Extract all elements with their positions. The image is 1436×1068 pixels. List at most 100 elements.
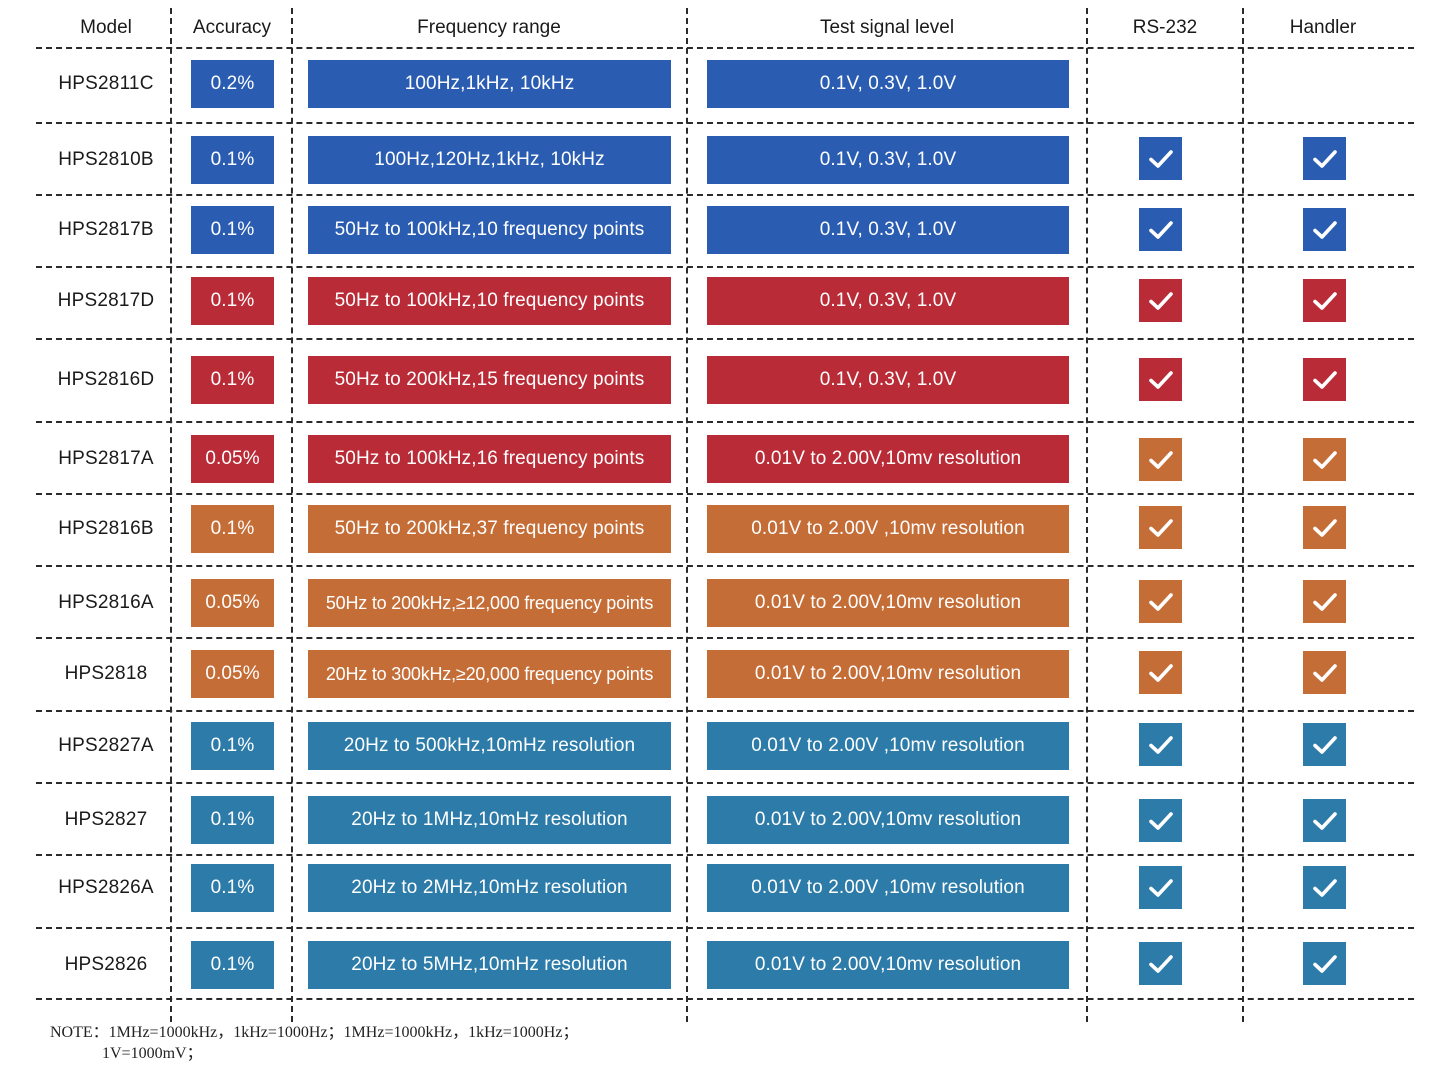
signal-level-cell: 0.01V to 2.00V,10mv resolution	[707, 941, 1069, 989]
accuracy-cell: 0.05%	[191, 435, 274, 483]
model-name: HPS2827	[64, 809, 148, 830]
handler-check-icon	[1303, 438, 1346, 481]
model-name: HPS2810B	[58, 149, 154, 170]
frequency-range-cell: 50Hz to 100kHz,10 frequency points	[308, 277, 671, 325]
frequency-range-cell: 100Hz,120Hz,1kHz, 10kHz	[308, 136, 671, 184]
rs232-check-icon	[1139, 723, 1182, 766]
column-divider	[291, 8, 293, 1022]
rs232-check-icon	[1139, 799, 1182, 842]
handler-check-icon	[1303, 506, 1346, 549]
handler-check-icon	[1303, 208, 1346, 251]
rs232-check-icon	[1139, 358, 1182, 401]
accuracy-cell: 0.1%	[191, 356, 274, 404]
header-frequency-range: Frequency range	[417, 17, 561, 38]
rs232-check-icon	[1139, 580, 1182, 623]
signal-level-cell: 0.01V to 2.00V,10mv resolution	[707, 579, 1069, 627]
model-name: HPS2816D	[57, 369, 155, 390]
model-name: HPS2816B	[58, 518, 154, 539]
accuracy-cell: 0.05%	[191, 579, 274, 627]
model-name: HPS2827A	[58, 735, 154, 756]
handler-check-icon	[1303, 799, 1346, 842]
header-handler: Handler	[1289, 17, 1357, 38]
handler-check-icon	[1303, 866, 1346, 909]
handler-check-icon	[1303, 279, 1346, 322]
model-name: HPS2816A	[58, 592, 154, 613]
header-accuracy: Accuracy	[192, 17, 272, 38]
handler-check-icon	[1303, 580, 1346, 623]
column-divider	[686, 8, 688, 1022]
accuracy-cell: 0.1%	[191, 505, 274, 553]
row-divider	[36, 122, 1414, 124]
rs232-check-icon	[1139, 137, 1182, 180]
frequency-range-cell: 20Hz to 5MHz,10mHz resolution	[308, 941, 671, 989]
model-name: HPS2817B	[58, 219, 154, 240]
model-name: HPS2818	[64, 663, 148, 684]
rs232-check-icon	[1139, 438, 1182, 481]
row-divider	[36, 998, 1414, 1000]
model-name: HPS2817A	[58, 448, 154, 469]
rs232-check-icon	[1139, 279, 1182, 322]
row-divider	[36, 710, 1414, 712]
handler-check-icon	[1303, 942, 1346, 985]
column-divider	[1086, 8, 1088, 1022]
frequency-range-cell: 50Hz to 100kHz,16 frequency points	[308, 435, 671, 483]
row-divider	[36, 266, 1414, 268]
frequency-range-cell: 20Hz to 2MHz,10mHz resolution	[308, 864, 671, 912]
signal-level-cell: 0.1V, 0.3V, 1.0V	[707, 277, 1069, 325]
column-divider	[170, 8, 172, 1022]
signal-level-cell: 0.01V to 2.00V,10mv resolution	[707, 650, 1069, 698]
row-divider	[36, 782, 1414, 784]
row-divider	[36, 637, 1414, 639]
signal-level-cell: 0.01V to 2.00V ,10mv resolution	[707, 505, 1069, 553]
frequency-range-cell: 20Hz to 1MHz,10mHz resolution	[308, 796, 671, 844]
frequency-range-cell: 20Hz to 500kHz,10mHz resolution	[308, 722, 671, 770]
rs232-check-icon	[1139, 866, 1182, 909]
rs232-check-icon	[1139, 942, 1182, 985]
row-divider	[36, 47, 1414, 49]
row-divider	[36, 854, 1414, 856]
frequency-range-cell: 20Hz to 300kHz,≥20,000 frequency points	[308, 650, 671, 698]
row-divider	[36, 194, 1414, 196]
handler-check-icon	[1303, 723, 1346, 766]
accuracy-cell: 0.1%	[191, 277, 274, 325]
footnote: NOTE：1MHz=1000kHz，1kHz=1000Hz；1MHz=1000k…	[50, 1022, 578, 1064]
footnote-line-1: NOTE：1MHz=1000kHz，1kHz=1000Hz；1MHz=1000k…	[50, 1024, 579, 1041]
frequency-range-cell: 100Hz,1kHz, 10kHz	[308, 60, 671, 108]
header-rs232: RS-232	[1132, 17, 1198, 38]
row-divider	[36, 493, 1414, 495]
accuracy-cell: 0.05%	[191, 650, 274, 698]
signal-level-cell: 0.01V to 2.00V ,10mv resolution	[707, 722, 1069, 770]
accuracy-cell: 0.1%	[191, 136, 274, 184]
column-divider	[1242, 8, 1244, 1022]
signal-level-cell: 0.01V to 2.00V,10mv resolution	[707, 796, 1069, 844]
signal-level-cell: 0.1V, 0.3V, 1.0V	[707, 136, 1069, 184]
handler-check-icon	[1303, 651, 1346, 694]
accuracy-cell: 0.1%	[191, 796, 274, 844]
row-divider	[36, 421, 1414, 423]
row-divider	[36, 927, 1414, 929]
signal-level-cell: 0.1V, 0.3V, 1.0V	[707, 60, 1069, 108]
accuracy-cell: 0.1%	[191, 206, 274, 254]
rs232-check-icon	[1139, 506, 1182, 549]
accuracy-cell: 0.1%	[191, 722, 274, 770]
handler-check-icon	[1303, 358, 1346, 401]
accuracy-cell: 0.1%	[191, 941, 274, 989]
signal-level-cell: 0.01V to 2.00V ,10mv resolution	[707, 864, 1069, 912]
header-model: Model	[80, 17, 132, 38]
rs232-check-icon	[1139, 208, 1182, 251]
frequency-range-cell: 50Hz to 200kHz,≥12,000 frequency points	[308, 579, 671, 627]
accuracy-cell: 0.1%	[191, 864, 274, 912]
signal-level-cell: 0.01V to 2.00V,10mv resolution	[707, 435, 1069, 483]
model-name: HPS2817D	[57, 290, 155, 311]
handler-check-icon	[1303, 137, 1346, 180]
frequency-range-cell: 50Hz to 200kHz,37 frequency points	[308, 505, 671, 553]
frequency-range-cell: 50Hz to 100kHz,10 frequency points	[308, 206, 671, 254]
model-name: HPS2811C	[58, 73, 154, 94]
accuracy-cell: 0.2%	[191, 60, 274, 108]
footnote-line-2: 1V=1000mV；	[102, 1045, 203, 1062]
row-divider	[36, 338, 1414, 340]
model-name: HPS2826A	[58, 877, 154, 898]
row-divider	[36, 565, 1414, 567]
rs232-check-icon	[1139, 651, 1182, 694]
